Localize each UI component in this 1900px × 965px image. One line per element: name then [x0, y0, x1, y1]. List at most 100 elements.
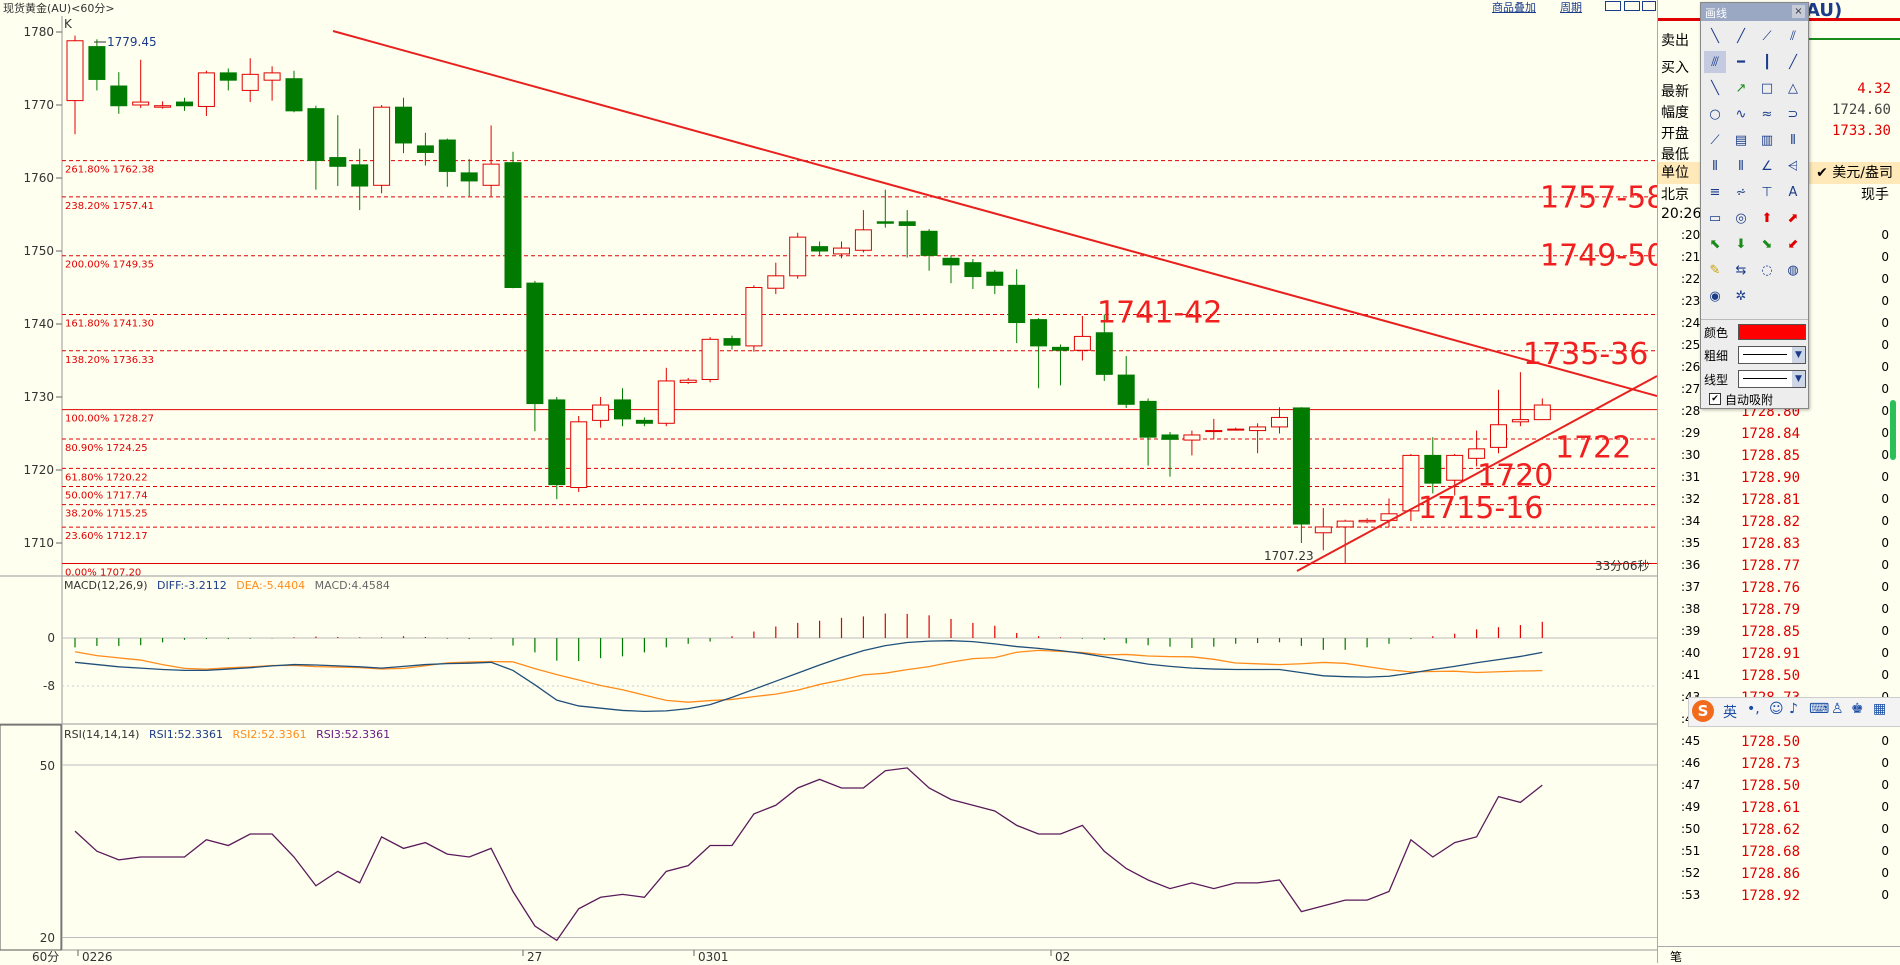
- slope-icon[interactable]: ╱: [1789, 54, 1797, 70]
- eye-icon[interactable]: ◉: [1709, 288, 1721, 304]
- pencil-icon[interactable]: ✎: [1709, 262, 1721, 278]
- candle-body: [854, 229, 872, 251]
- window-restore-icon[interactable]: [1605, 1, 1621, 11]
- drawing-toolbar[interactable]: 画线 × ╲ ╱ ⟋ ⫽ ⫻ ━ ┃ ╱ ╲ ↗ □ △ ○ ∿ ≈ ⊃ ⟋ ▤ ▥ ⦀ ⫴ ⦀ ∠ ⩤ ≡ ⩫ ⊤ A ▭ ◎ ⬆ ⬈ ⬉ ⬇ ⬊…: [1700, 2, 1809, 409]
- unit-value[interactable]: ✔ 美元/盎司: [1816, 165, 1893, 181]
- candle-body: [1358, 519, 1376, 523]
- tick-time: :39: [1681, 624, 1701, 638]
- punctuation-icon[interactable]: •,: [1747, 701, 1760, 717]
- up-right-arrow-icon[interactable]: ⬈: [1787, 210, 1799, 226]
- up-left-arrow-icon[interactable]: ⬋: [1787, 236, 1799, 252]
- gann-icon[interactable]: ⫴: [1712, 158, 1718, 174]
- open-value: 1733.30: [1831, 123, 1891, 139]
- fib-fan-icon[interactable]: ⟋: [1710, 132, 1720, 148]
- tick-row: :37 1728.76 0: [1658, 580, 1900, 602]
- color-picker[interactable]: [1738, 324, 1806, 340]
- tick-footer: 笔: [1658, 946, 1900, 964]
- period-link[interactable]: 周期: [1560, 1, 1582, 14]
- tick-price: 1728.61: [1741, 800, 1801, 816]
- wave-icon[interactable]: ∿: [1735, 106, 1747, 122]
- tick-time: :45: [1681, 734, 1701, 748]
- window-tile-icon[interactable]: [1624, 1, 1640, 11]
- angle-icon[interactable]: ∠: [1761, 158, 1773, 174]
- keyboard-icon[interactable]: ⌨: [1809, 701, 1830, 717]
- vline-icon[interactable]: ┃: [1763, 54, 1771, 70]
- range-value: 1724.60: [1831, 102, 1891, 118]
- range-row: 幅度 1724.60: [1658, 102, 1900, 124]
- candle-body: [701, 338, 719, 380]
- hide-icon[interactable]: ◌: [1761, 262, 1773, 278]
- microphone-icon[interactable]: ♪: [1789, 701, 1798, 717]
- candle-body: [723, 338, 741, 346]
- hline-icon[interactable]: ━: [1737, 54, 1745, 70]
- down-arrow-icon[interactable]: ⬇: [1735, 236, 1747, 252]
- arrow-icon[interactable]: ↗: [1735, 80, 1747, 96]
- window-close-icon[interactable]: [1642, 1, 1656, 11]
- target-icon[interactable]: ◎: [1735, 210, 1747, 226]
- drawing-toolbar-titlebar[interactable]: 画线 ×: [1701, 3, 1808, 21]
- bar-countdown: 33分06秒: [1595, 559, 1650, 573]
- tick-scrollbar[interactable]: [1890, 400, 1896, 460]
- line-style-select[interactable]: ▼: [1738, 370, 1806, 388]
- candle-body: [66, 40, 84, 102]
- fib-retrace-icon[interactable]: ▤: [1734, 132, 1748, 148]
- emoji-icon[interactable]: ☺: [1769, 701, 1784, 717]
- tick-time: :30: [1681, 448, 1701, 462]
- swap-icon[interactable]: ⇆: [1735, 262, 1747, 278]
- tick-time: :21: [1681, 250, 1701, 264]
- user-icon[interactable]: ♙: [1831, 701, 1844, 717]
- macd-tick-neg8: -8: [43, 679, 55, 693]
- regression-icon[interactable]: ≡: [1709, 184, 1721, 200]
- tick-volume: 0: [1881, 228, 1889, 242]
- cycle-icon[interactable]: ⦀: [1738, 158, 1744, 174]
- candle-body: [482, 163, 500, 186]
- price-annotation: 1757-58: [1540, 180, 1657, 215]
- triangle-icon[interactable]: △: [1788, 80, 1798, 96]
- fib-level-label: 100.00% 1728.27: [65, 414, 154, 425]
- arc-icon[interactable]: ⊃: [1787, 106, 1799, 122]
- gann-box-icon[interactable]: ⊤: [1761, 184, 1773, 200]
- auto-snap-checkbox[interactable]: ✔: [1709, 393, 1721, 405]
- tick-time: :27: [1681, 382, 1701, 396]
- ime-toolbar[interactable]: S 英 •, ☺ ♪ ⌨ ♙ ♚ ▦: [1688, 697, 1900, 727]
- tick-volume: 0: [1881, 536, 1889, 550]
- chevron-down-icon[interactable]: ▼: [1792, 371, 1805, 387]
- text-icon[interactable]: A: [1788, 184, 1798, 200]
- line-icon[interactable]: ╲: [1711, 28, 1719, 44]
- tick-volume: 0: [1881, 558, 1889, 572]
- tick-row: :21 0: [1658, 250, 1900, 272]
- rectangle-icon[interactable]: □: [1760, 80, 1774, 96]
- up-arrow-icon[interactable]: ⬆: [1761, 210, 1773, 226]
- parallel-icon[interactable]: ⫽: [1790, 28, 1796, 44]
- tick-time: :34: [1681, 514, 1701, 528]
- down-right-arrow-icon[interactable]: ⬊: [1761, 236, 1773, 252]
- ruler-icon[interactable]: ▭: [1708, 210, 1722, 226]
- tick-volume: 0: [1881, 492, 1889, 506]
- settings-icon[interactable]: ✲: [1735, 288, 1747, 304]
- instrument-title: 现货黄金(AU)<60分>: [3, 2, 115, 15]
- candle-body: [1490, 424, 1507, 448]
- curve-icon[interactable]: ≈: [1761, 106, 1773, 122]
- overlay-instrument-link[interactable]: 商品叠加: [1492, 1, 1536, 14]
- down-left-arrow-icon[interactable]: ⬉: [1709, 236, 1721, 252]
- ray-icon[interactable]: ╱: [1737, 28, 1745, 44]
- ime-mode[interactable]: 英: [1723, 705, 1737, 721]
- fib-extension-icon[interactable]: ▥: [1760, 132, 1774, 148]
- arrow-line-icon[interactable]: ╲: [1711, 80, 1719, 96]
- macd-tick-0: 0: [47, 631, 55, 645]
- ellipse-icon[interactable]: ○: [1709, 106, 1721, 122]
- price-chart[interactable]: K 1780 1770 1760 1750 1740 1730 1720 1710 261.8…: [0, 0, 1657, 963]
- speed-icon[interactable]: ⩤: [1787, 158, 1799, 174]
- line-width-select[interactable]: ▼: [1738, 346, 1806, 364]
- segment-icon[interactable]: ⟋: [1762, 28, 1772, 44]
- show-icon[interactable]: ◍: [1787, 262, 1799, 278]
- toolbox-icon[interactable]: ▦: [1873, 701, 1887, 717]
- channel-icon[interactable]: ⫻: [1704, 51, 1726, 73]
- fib-time-icon[interactable]: ⦀: [1790, 132, 1796, 148]
- sogou-logo-icon[interactable]: S: [1692, 700, 1714, 722]
- close-icon[interactable]: ×: [1792, 5, 1805, 18]
- skin-icon[interactable]: ♚: [1851, 701, 1864, 717]
- andrews-icon[interactable]: ⩫: [1735, 184, 1747, 200]
- price-tick-label: 1780: [23, 25, 54, 39]
- chevron-down-icon[interactable]: ▼: [1792, 347, 1805, 363]
